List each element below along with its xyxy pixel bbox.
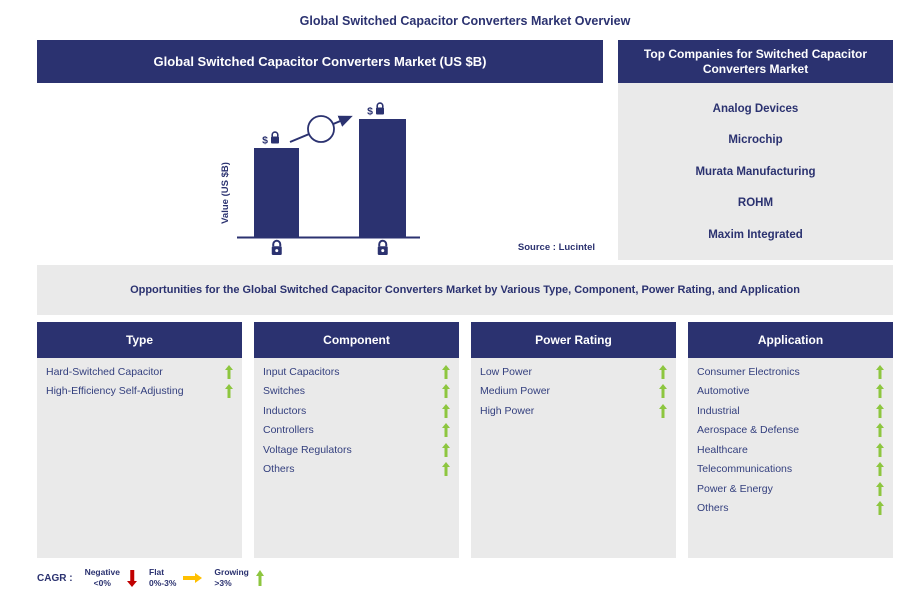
segment-item: High-Efficiency Self-Adjusting xyxy=(46,382,233,402)
bar1-dollar-label: $ xyxy=(262,135,268,147)
segment-item: Aerospace & Defense xyxy=(697,421,884,441)
cagr-label: CAGR : xyxy=(37,572,73,584)
market-bar-chart: Value (US $B) $ $ xyxy=(220,102,420,256)
opportunities-title: Opportunities for the Global Switched Ca… xyxy=(130,283,800,296)
segment-item: Hard-Switched Capacitor xyxy=(46,362,233,382)
bar2-value-lock-icon xyxy=(375,102,385,116)
growing-trend-icon xyxy=(442,423,450,437)
segment-column-type: Type Hard-Switched Capacitor High-Effici… xyxy=(37,322,242,558)
page-title: Global Switched Capacitor Converters Mar… xyxy=(299,14,631,28)
bar2-dollar-label: $ xyxy=(367,106,373,118)
legend-growing-name: Growing xyxy=(214,567,249,577)
negative-trend-icon xyxy=(127,570,137,587)
segment-item: Consumer Electronics xyxy=(697,362,884,382)
growing-trend-icon xyxy=(442,384,450,398)
segment-item: Switches xyxy=(263,382,450,402)
growing-trend-icon xyxy=(225,384,233,398)
segment-item: Healthcare xyxy=(697,440,884,460)
column-header-power-rating: Power Rating xyxy=(471,322,676,358)
legend-flat-name: Flat xyxy=(149,567,165,577)
company-name: ROHM xyxy=(737,197,774,209)
growing-trend-icon xyxy=(876,384,884,398)
growing-trend-icon xyxy=(876,423,884,437)
company-name: Maxim Integrated xyxy=(708,228,803,241)
growing-trend-icon xyxy=(876,365,884,379)
column-header-application: Application xyxy=(688,322,893,358)
legend-negative-name: Negative xyxy=(84,567,120,577)
flat-trend-icon xyxy=(183,572,202,584)
growing-trend-icon xyxy=(256,570,265,586)
segment-item: Others xyxy=(263,460,450,480)
bar-base-period xyxy=(254,148,299,237)
segment-item: High Power xyxy=(480,401,667,421)
legend-growing-range: >3% xyxy=(214,578,232,589)
segment-column-component: Component Input Capacitors Switches Indu… xyxy=(254,322,459,558)
top-companies-panel: Top Companies for Switched Capacitor Con… xyxy=(618,40,893,260)
growing-trend-icon xyxy=(442,462,450,476)
growing-trend-icon xyxy=(225,365,233,379)
bar-forecast-period xyxy=(359,119,406,237)
growing-trend-icon xyxy=(876,501,884,515)
segment-item: Voltage Regulators xyxy=(263,440,450,460)
growing-trend-icon xyxy=(442,404,450,418)
company-name: Microchip xyxy=(728,134,783,146)
cagr-legend: CAGR : Negative <0% Flat 0%-3% Growing >… xyxy=(37,567,277,589)
growing-trend-icon xyxy=(876,404,884,418)
legend-negative-range: <0% xyxy=(93,578,111,589)
growing-trend-icon xyxy=(442,365,450,379)
segment-item: Controllers xyxy=(263,421,450,441)
growing-trend-icon xyxy=(876,462,884,476)
segment-item: Others xyxy=(697,499,884,519)
x-label-lock-icon-1 xyxy=(270,239,283,256)
companies-panel-header: Top Companies for Switched Capacitor Con… xyxy=(618,40,893,83)
legend-item-growing: Growing >3% xyxy=(214,567,264,589)
growing-trend-icon xyxy=(876,443,884,457)
market-chart-panel: Global Switched Capacitor Converters Mar… xyxy=(37,40,603,260)
bar1-value-lock-icon xyxy=(270,131,280,145)
growing-trend-icon xyxy=(876,482,884,496)
legend-flat-range: 0%-3% xyxy=(149,578,177,589)
segment-item: Industrial xyxy=(697,401,884,421)
trend-circle xyxy=(307,115,335,143)
segment-item: Medium Power xyxy=(480,382,667,402)
company-name: Murata Manufacturing xyxy=(695,165,816,178)
growing-trend-icon xyxy=(659,404,667,418)
chart-panel-header: Global Switched Capacitor Converters Mar… xyxy=(37,40,603,83)
growing-trend-icon xyxy=(659,365,667,379)
segment-item: Telecommunications xyxy=(697,460,884,480)
legend-item-negative: Negative <0% xyxy=(85,567,137,589)
column-header-component: Component xyxy=(254,322,459,358)
x-label-lock-icon-2 xyxy=(376,239,389,256)
segment-column-power-rating: Power Rating Low Power Medium Power High… xyxy=(471,322,676,558)
y-axis-label: Value (US $B) xyxy=(220,162,231,224)
company-name: Analog Devices xyxy=(712,102,799,115)
chart-source: Source : Lucintel xyxy=(517,242,595,253)
growing-trend-icon xyxy=(442,443,450,457)
bar-chart-area: Value (US $B) $ $ Source : Lucintel xyxy=(37,83,603,260)
segment-item: Power & Energy xyxy=(697,479,884,499)
segment-item: Input Capacitors xyxy=(263,362,450,382)
column-header-type: Type xyxy=(37,322,242,358)
legend-item-flat: Flat 0%-3% xyxy=(149,567,202,589)
segment-item: Inductors xyxy=(263,401,450,421)
companies-list: Analog Devices Microchip Murata Manufact… xyxy=(618,83,893,260)
opportunities-band: Opportunities for the Global Switched Ca… xyxy=(37,265,893,315)
segment-column-application: Application Consumer Electronics Automot… xyxy=(688,322,893,558)
growing-trend-icon xyxy=(659,384,667,398)
segment-item: Low Power xyxy=(480,362,667,382)
segment-item: Automotive xyxy=(697,382,884,402)
